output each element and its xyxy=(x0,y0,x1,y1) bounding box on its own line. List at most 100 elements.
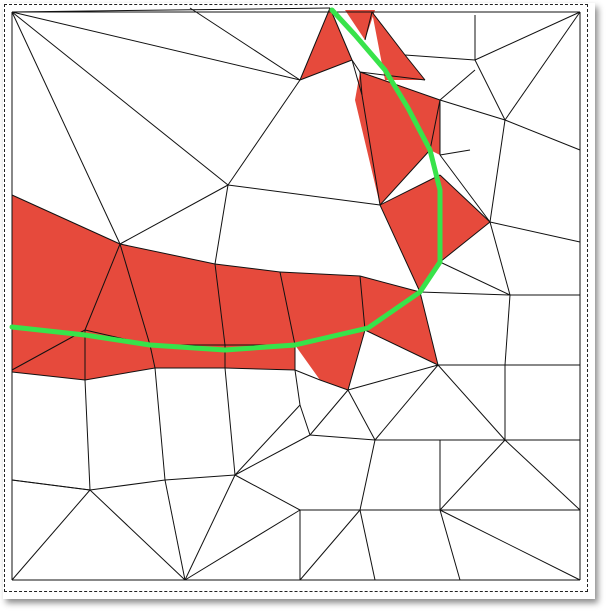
mesh-edge xyxy=(11,7,331,13)
highlighted-cell xyxy=(360,276,438,365)
highlighted-cells xyxy=(12,8,490,390)
mesh-edge xyxy=(84,379,91,491)
mesh-edge xyxy=(309,434,376,441)
mesh-edge xyxy=(227,184,381,206)
highlighted-cell xyxy=(295,330,365,390)
dashed-border xyxy=(4,4,588,592)
mesh-edge xyxy=(299,509,361,581)
mesh-edge xyxy=(224,367,236,476)
mesh-edge xyxy=(234,434,311,476)
highlighted-cell xyxy=(215,264,295,345)
mesh-edge xyxy=(439,154,491,223)
mesh-edge xyxy=(309,389,349,436)
mesh-edge xyxy=(439,509,461,581)
mesh-edge xyxy=(234,404,301,476)
mesh-edge xyxy=(184,509,301,581)
mesh-edge xyxy=(227,79,301,186)
mesh-edge xyxy=(84,367,156,381)
mesh-edge xyxy=(347,389,376,441)
mesh-edge xyxy=(404,54,476,61)
mesh-edge xyxy=(379,204,421,293)
mesh-edge xyxy=(234,474,301,511)
mesh-edge xyxy=(379,149,431,206)
mesh-edge xyxy=(359,439,376,511)
highlighted-cell xyxy=(85,244,225,345)
mesh-edge xyxy=(89,489,186,581)
mesh-edge xyxy=(84,243,121,331)
mesh-edge xyxy=(504,439,581,511)
mesh-edge xyxy=(11,371,86,381)
mesh-edge xyxy=(474,11,581,61)
path-layer xyxy=(9,7,443,353)
mesh-edge xyxy=(11,479,91,491)
mesh-edge xyxy=(439,261,511,296)
mesh-edge xyxy=(299,404,311,436)
mesh-edge xyxy=(214,263,226,346)
highlighted-cell xyxy=(355,72,440,205)
mesh-edge xyxy=(351,59,361,73)
mesh-edge xyxy=(429,99,441,151)
mesh-edge xyxy=(439,174,491,223)
mesh-edge xyxy=(294,369,321,381)
mesh-edge xyxy=(11,194,121,245)
mesh-edge xyxy=(149,344,156,369)
mesh-edge xyxy=(224,367,296,371)
mesh-edge xyxy=(11,11,301,81)
mesh-edge xyxy=(351,59,363,96)
mesh-edge xyxy=(439,149,471,156)
mesh-edge xyxy=(319,379,349,391)
mesh-edge xyxy=(489,119,506,223)
mesh-edge xyxy=(439,439,506,511)
mesh-edge xyxy=(364,329,439,366)
mesh-edge xyxy=(11,489,91,581)
mesh-edge xyxy=(474,59,506,121)
mesh-edge xyxy=(439,221,491,263)
mesh-edge xyxy=(439,509,581,581)
mesh-edge xyxy=(371,11,406,56)
mesh-edge xyxy=(359,71,441,101)
mesh-edge xyxy=(489,221,511,296)
mesh-edge xyxy=(489,221,581,243)
mesh-edge xyxy=(504,11,581,121)
mesh-edge xyxy=(184,474,236,581)
mesh-edge xyxy=(347,364,439,391)
mesh-edge xyxy=(439,99,506,121)
mesh-edge xyxy=(359,275,421,293)
mesh-edge xyxy=(364,11,373,41)
mesh-edge xyxy=(89,479,166,491)
mesh-edge xyxy=(439,69,476,101)
highlighted-cell xyxy=(12,195,120,330)
mesh-edge xyxy=(119,243,216,265)
mesh-edge xyxy=(359,71,363,96)
mesh-edge xyxy=(359,509,376,581)
mesh-edge xyxy=(279,271,296,346)
mesh-edge xyxy=(214,184,229,265)
mesh-edge xyxy=(437,364,506,441)
mesh-edge xyxy=(189,7,301,81)
mesh-edge xyxy=(374,364,439,441)
highlighted-cell xyxy=(280,272,365,345)
mesh-edge xyxy=(279,271,361,277)
mesh-edge xyxy=(11,329,86,371)
highlighted-path xyxy=(9,7,443,353)
mesh-edge xyxy=(504,119,581,151)
mesh-edge xyxy=(119,243,151,346)
highlighted-cell xyxy=(12,330,85,380)
mesh-edge xyxy=(299,59,353,81)
mesh-edge xyxy=(164,479,186,581)
highlighted-cell xyxy=(345,10,375,40)
mesh-edge xyxy=(299,7,331,81)
mesh-edges xyxy=(11,7,581,581)
mesh-edge xyxy=(379,174,441,206)
mesh-edge xyxy=(347,329,366,391)
mesh-edge xyxy=(361,94,381,206)
mesh-edge xyxy=(419,291,439,366)
mesh-edge xyxy=(359,275,366,331)
mesh-edge xyxy=(359,71,426,81)
highlighted-cell xyxy=(300,8,352,80)
highlighted-cell xyxy=(380,175,490,292)
mesh-edge xyxy=(164,474,236,481)
mesh-edge xyxy=(119,184,229,245)
